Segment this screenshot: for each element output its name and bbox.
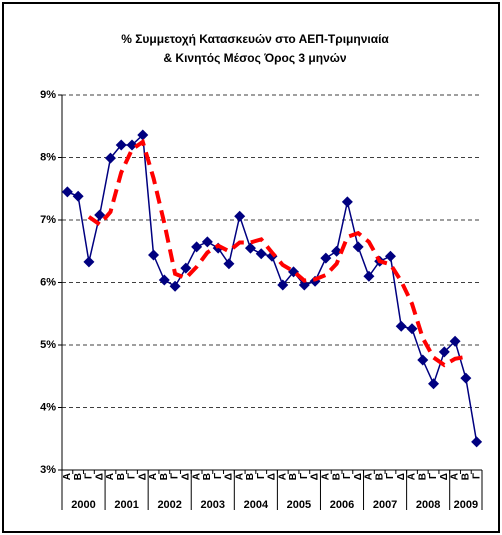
x-tick-label: Α (277, 473, 288, 480)
marker (201, 236, 213, 248)
year-label: 2005 (287, 499, 311, 511)
y-tick-label: 3% (40, 464, 56, 476)
x-tick-label: Δ (396, 473, 407, 480)
x-tick-label: Β (374, 473, 385, 480)
marker (180, 262, 192, 274)
marker (61, 186, 73, 198)
x-tick-label: Α (320, 473, 331, 480)
year-label: 2000 (71, 499, 95, 511)
marker (255, 248, 267, 260)
x-tick-label: Α (234, 473, 245, 480)
x-tick-label: Α (364, 473, 375, 480)
marker (277, 279, 289, 291)
x-tick-label: Β (202, 473, 213, 480)
marker (191, 241, 203, 253)
x-tick-label: Β (159, 473, 170, 480)
marker (428, 378, 440, 390)
x-tick-label: Β (116, 473, 127, 480)
x-tick-label: Δ (439, 473, 450, 480)
x-tick-label: Γ (428, 473, 439, 479)
x-tick-label: Δ (180, 473, 191, 480)
marker (126, 139, 138, 151)
marker (320, 252, 332, 264)
x-tick-label: Γ (471, 473, 482, 479)
x-tick-label: Δ (267, 473, 278, 480)
marker (223, 258, 235, 270)
x-tick-label: Α (450, 473, 461, 480)
x-tick-label: Γ (342, 473, 353, 479)
x-tick-label: Β (460, 473, 471, 480)
x-tick-label: Γ (385, 473, 396, 479)
moving-average-line (87, 138, 467, 368)
x-tick-label: Γ (170, 473, 181, 479)
marker (417, 354, 429, 366)
year-label: 2009 (454, 499, 478, 511)
y-tick-label: 5% (40, 339, 56, 351)
x-tick-label: Δ (94, 473, 105, 480)
marker (352, 241, 364, 253)
x-tick-label: Β (73, 473, 84, 480)
marker (137, 129, 149, 141)
marker (395, 320, 407, 332)
marker (115, 139, 127, 151)
x-tick-label: Γ (213, 473, 224, 479)
x-tick-label: Α (148, 473, 159, 480)
marker (449, 335, 461, 347)
x-tick-label: Α (105, 473, 116, 480)
marker (341, 196, 353, 208)
y-tick-label: 4% (40, 401, 56, 413)
y-tick-label: 9% (40, 89, 56, 101)
marker (83, 256, 95, 268)
marker (104, 152, 116, 164)
marker (148, 249, 160, 261)
year-label: 2008 (416, 499, 440, 511)
y-tick-label: 8% (40, 151, 56, 163)
x-tick-label: Γ (84, 473, 95, 479)
x-tick-label: Β (331, 473, 342, 480)
x-tick-label: Δ (224, 473, 235, 480)
year-label: 2001 (114, 499, 138, 511)
y-tick-label: 7% (40, 214, 56, 226)
chart-title: % Συμμετοχή Κατασκευών στο ΑΕΠ-Τριμηνιαί… (121, 32, 389, 46)
marker (72, 190, 84, 202)
marker (331, 245, 343, 257)
y-tick-label: 6% (40, 276, 56, 288)
marker (298, 279, 310, 291)
marker (363, 270, 375, 282)
chart-title: & Κινητός Μέσος Όρος 3 μηνών (163, 51, 347, 65)
marker (438, 346, 450, 358)
year-label: 2002 (157, 499, 181, 511)
marker (244, 242, 256, 254)
marker (406, 323, 418, 335)
marker (460, 372, 472, 384)
marker (158, 274, 170, 286)
x-tick-label: Α (407, 473, 418, 480)
marker (169, 280, 181, 292)
x-tick-label: Δ (310, 473, 321, 480)
marker (384, 250, 396, 262)
x-tick-label: Γ (299, 473, 310, 479)
year-label: 2004 (244, 499, 269, 511)
x-tick-label: Δ (353, 473, 364, 480)
x-tick-label: Β (417, 473, 428, 480)
x-tick-label: Γ (127, 473, 138, 479)
marker (94, 209, 106, 221)
x-tick-label: Β (245, 473, 256, 480)
year-label: 2007 (373, 499, 397, 511)
x-tick-label: Δ (137, 473, 148, 480)
year-label: 2003 (201, 499, 225, 511)
year-label: 2006 (330, 499, 354, 511)
x-tick-label: Α (191, 473, 202, 480)
x-tick-label: Α (62, 473, 73, 480)
x-tick-label: Γ (256, 473, 267, 479)
marker (234, 210, 246, 222)
marker (471, 436, 483, 448)
x-tick-label: Β (288, 473, 299, 480)
